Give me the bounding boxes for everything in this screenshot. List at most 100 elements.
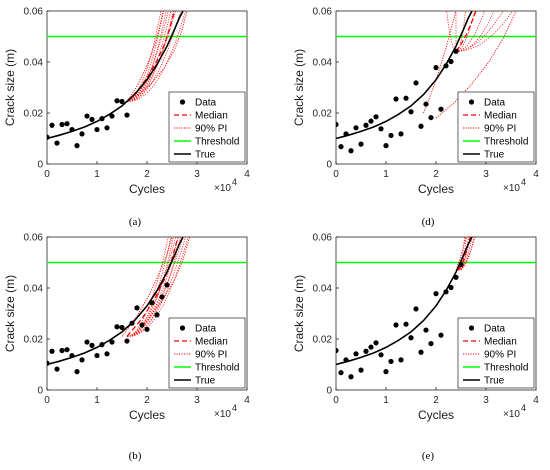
panel-caption: (b) (129, 450, 142, 462)
legend-label: Threshold (195, 137, 239, 148)
pi-bound-line (460, 237, 476, 271)
legend: Data Median 90% PI Threshold True (168, 91, 246, 163)
data-point (378, 352, 384, 358)
data-point (373, 340, 379, 346)
x-tick-label: 1 (94, 395, 100, 406)
x-multiplier: ×10 (214, 183, 231, 194)
pi-bound-line (126, 11, 188, 102)
legend-label: Data (195, 324, 217, 335)
data-point (64, 121, 70, 127)
data-point (358, 367, 364, 373)
y-tick-label: 0.04 (313, 284, 333, 295)
data-point (413, 306, 419, 312)
data-point (398, 131, 404, 137)
legend-label: Median (195, 111, 228, 122)
pi-sample-curve (126, 11, 164, 102)
data-point (438, 332, 444, 338)
data-point (403, 321, 409, 327)
y-tick-label: 0.06 (313, 7, 333, 18)
y-axis-label: Crack size (m) (292, 275, 306, 352)
x-tick-label: 3 (194, 169, 200, 180)
data-point (69, 126, 75, 133)
data-point (99, 342, 105, 348)
y-tick-label: 0.06 (24, 233, 44, 244)
panel-caption: (e) (422, 450, 435, 462)
data-point (338, 370, 344, 376)
x-tick-label: 1 (94, 169, 100, 180)
legend-label: 90% PI (195, 350, 227, 361)
pi-bound-line (423, 11, 457, 114)
data-point (413, 80, 419, 86)
data-point (47, 360, 50, 366)
x-axis-label: Cycles (418, 408, 454, 422)
data-point (348, 148, 354, 154)
legend: Data Median 90% PI Threshold True (168, 317, 246, 389)
data-point (94, 126, 100, 133)
x-exponent: 4 (521, 177, 526, 187)
pi-sample-curve (126, 237, 177, 337)
data-point (159, 294, 165, 300)
data-point (353, 351, 359, 357)
x-tick-label: 0 (44, 395, 50, 406)
pi-sample-curve (126, 11, 162, 102)
y-tick-label: 0.02 (24, 109, 44, 120)
legend-label: Data (484, 98, 506, 109)
data-point (114, 98, 120, 104)
x-exponent: 4 (521, 403, 526, 413)
x-tick-label: 2 (433, 169, 439, 180)
data-point (433, 65, 439, 71)
data-point (124, 338, 130, 344)
x-tick-label: 2 (144, 169, 150, 180)
pi-sample-curve (126, 237, 182, 337)
x-tick-label: 4 (533, 395, 539, 406)
data-point (408, 109, 414, 115)
data-point (443, 63, 449, 69)
x-tick-label: 4 (533, 169, 539, 180)
x-tick-label: 2 (433, 395, 439, 406)
y-axis-label: Crack size (m) (292, 49, 306, 126)
data-point (74, 143, 80, 149)
pi-sample-curve (126, 11, 176, 102)
pi-sample-curve (126, 11, 174, 102)
data-point (69, 352, 75, 359)
data-point (64, 347, 70, 353)
data-point (59, 347, 65, 354)
x-tick-label: 1 (383, 395, 389, 406)
y-tick-label: 0 (326, 386, 332, 397)
data-point (368, 118, 374, 124)
y-axis-label: Crack size (m) (3, 275, 17, 352)
data-point (388, 358, 394, 365)
pi-bound-line (435, 11, 517, 119)
legend-label: True (195, 376, 216, 387)
true-line (336, 11, 473, 140)
legend-label: Threshold (195, 363, 239, 374)
x-exponent: 4 (232, 177, 237, 187)
pi-sample-curve (455, 11, 495, 52)
data-point (423, 327, 429, 333)
data-point (378, 126, 384, 132)
data-point (388, 132, 394, 139)
legend-marker-data (179, 325, 186, 331)
data-point (47, 134, 50, 140)
legend-label: Median (195, 337, 228, 348)
data-point (99, 116, 105, 122)
pi-bound-line (455, 237, 467, 271)
legend-label: True (484, 150, 505, 161)
pi-sample-curve (458, 237, 473, 271)
legend-label: Median (484, 111, 517, 122)
y-tick-label: 0.06 (24, 7, 44, 18)
y-tick-label: 0.04 (313, 58, 333, 69)
x-tick-label: 0 (333, 169, 339, 180)
data-point (393, 322, 399, 328)
y-tick-label: 0.04 (24, 58, 44, 69)
y-tick-label: 0.02 (313, 109, 333, 120)
y-tick-label: 0 (37, 160, 43, 171)
data-point (79, 131, 85, 137)
x-axis-label: Cycles (129, 408, 165, 422)
data-point (109, 113, 115, 119)
pi-sample-curve (126, 11, 186, 102)
data-point (119, 324, 125, 331)
pi-sample-curve (458, 237, 471, 271)
data-point (363, 122, 369, 128)
x-axis-label: Cycles (129, 182, 165, 196)
